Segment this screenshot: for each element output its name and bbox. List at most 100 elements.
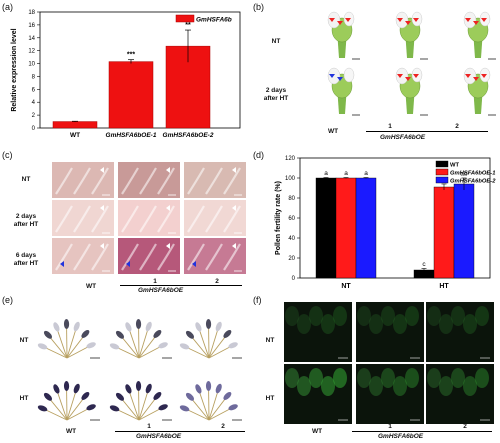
- row-label-nt-b: NT: [271, 38, 281, 45]
- arrowhead-marker: [413, 18, 419, 22]
- row-label-nt-f: NT: [265, 337, 275, 344]
- arrowhead-marker: [337, 77, 343, 81]
- tissue-streak: [55, 205, 73, 233]
- legend-label-d: GmHSFA6bOE-2: [450, 179, 496, 185]
- fluorescent-anther: [381, 368, 395, 388]
- panel-label-d: (d): [253, 150, 264, 160]
- flower-stalk: [208, 388, 220, 421]
- flower-bud: [63, 381, 70, 392]
- flower-stalk: [208, 326, 220, 359]
- flower-bud: [195, 322, 202, 332]
- y-tick-label-d: 120: [285, 156, 296, 162]
- fluorescent-anther: [369, 376, 383, 396]
- y-tick-label-a: 4: [32, 100, 36, 106]
- flower-bud: [205, 319, 212, 330]
- arrowhead-marker: [329, 74, 335, 78]
- flower-bud: [43, 330, 53, 339]
- x-tick-label-a: GmHSFA6bOE-1: [106, 132, 157, 139]
- bar-d: [355, 177, 377, 279]
- fluorescence-photo: [426, 302, 494, 362]
- fluorescent-anther: [451, 306, 465, 326]
- flower-stalk: [66, 388, 78, 421]
- flower-bud: [228, 404, 238, 411]
- row-label-nt-e: NT: [19, 337, 29, 344]
- fluorescent-anther: [463, 376, 477, 396]
- tissue-streak: [223, 243, 241, 271]
- row-label-2days-c: 2 days after HT: [13, 213, 39, 228]
- arrowhead-marker: [232, 167, 236, 173]
- flower-bud: [73, 383, 80, 394]
- legend-swatch-a: [175, 14, 195, 23]
- flower-bud: [153, 329, 162, 338]
- inflorescence-photo: [110, 364, 176, 424]
- flower-stalk: [55, 388, 68, 421]
- flower-bud: [53, 322, 60, 332]
- significance-letter-d: c: [422, 261, 426, 268]
- fluorescent-anther: [321, 314, 335, 334]
- y-tick-label-d: 20: [288, 256, 295, 262]
- fluorescent-anther: [475, 306, 489, 326]
- arrowhead-marker: [337, 21, 343, 25]
- flower-bud: [115, 330, 125, 339]
- col-label-1-b: 1: [388, 123, 392, 130]
- significance-label-a: ***: [127, 52, 135, 59]
- col-label-wt-f: WT: [311, 428, 323, 435]
- fluorescent-anther: [357, 306, 371, 326]
- flower-bud: [125, 322, 132, 332]
- y-tick-label-d: 0: [292, 276, 296, 282]
- flower-bud: [205, 381, 212, 392]
- y-tick-label-d: 60: [288, 216, 295, 222]
- fluorescent-anther: [405, 368, 419, 388]
- arrowhead-marker: [100, 205, 104, 211]
- fluorescent-anther: [285, 368, 299, 388]
- flower-bud: [179, 343, 190, 350]
- arrowhead-marker: [329, 18, 335, 22]
- flower-stalk: [66, 395, 86, 421]
- flower-petal: [343, 67, 355, 83]
- row-label-6days-c: 6 days after HT: [13, 252, 39, 267]
- arrowhead-marker: [126, 261, 130, 267]
- col-label-1-e: 1: [147, 423, 151, 430]
- tissue-streak: [55, 243, 73, 271]
- y-tick-label-a: 0: [32, 126, 36, 132]
- flower-bud: [63, 319, 70, 330]
- fluorescent-anther: [309, 306, 323, 326]
- flower-bud: [125, 384, 132, 394]
- flower-bud: [43, 392, 53, 401]
- flower-bud: [228, 342, 238, 349]
- flower-bud: [53, 384, 60, 394]
- tissue-streak: [121, 243, 139, 271]
- tissue-streak: [139, 243, 157, 271]
- fluorescent-anther: [309, 368, 323, 388]
- panel-label-e: (e): [2, 295, 13, 305]
- y-tick-label-a: 6: [32, 87, 36, 93]
- tissue-streak: [91, 243, 109, 271]
- arrowhead-marker: [192, 261, 196, 267]
- tissue-streak: [73, 243, 91, 271]
- fluorescence-photo: [284, 364, 352, 424]
- bracket-line-c: [120, 285, 242, 286]
- fluorescent-anther: [393, 376, 407, 396]
- tissue-streak: [139, 205, 157, 233]
- flower-bud: [37, 343, 48, 350]
- fluorescent-anther: [475, 368, 489, 388]
- flower-petal: [463, 11, 477, 29]
- x-tick-label-d: NT: [341, 283, 351, 290]
- x-tick-label-d: HT: [439, 283, 449, 290]
- arrowhead-marker: [465, 74, 471, 78]
- flower-bud: [109, 343, 120, 350]
- significance-label-a: **: [185, 22, 191, 29]
- tissue-streak: [139, 167, 157, 195]
- fluorescent-anther: [405, 306, 419, 326]
- flower-petal: [327, 11, 341, 29]
- bracket-line-e: [115, 431, 245, 432]
- y-tick-label-a: 14: [28, 36, 35, 42]
- flower-bud: [158, 342, 168, 349]
- arrowhead-marker: [100, 243, 104, 249]
- fluorescence-photo: [356, 302, 424, 362]
- panel-label-f: (f): [253, 295, 262, 305]
- flower-petal: [395, 11, 409, 29]
- x-tick-label-a: GmHSFA6bOE-2: [163, 132, 214, 139]
- flower-bud: [73, 321, 80, 332]
- y-tick-label-d: 40: [288, 236, 295, 242]
